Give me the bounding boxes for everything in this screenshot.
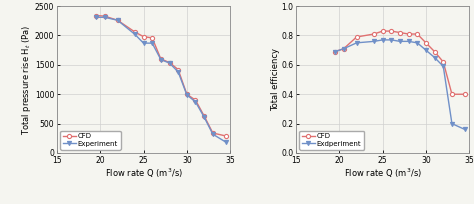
Experiment	[158, 58, 164, 61]
CFD	[414, 33, 420, 35]
Experiment	[192, 101, 198, 103]
Experiment	[102, 16, 108, 19]
Exdperiment	[423, 49, 429, 51]
CFD	[462, 93, 468, 95]
Experiment	[115, 19, 120, 21]
CFD	[201, 115, 207, 117]
Line: Exdperiment: Exdperiment	[333, 38, 467, 132]
CFD	[115, 19, 120, 21]
Experiment	[149, 42, 155, 44]
CFD	[371, 33, 377, 35]
CFD	[102, 15, 108, 17]
Exdperiment	[397, 40, 403, 43]
CFD	[432, 50, 438, 53]
CFD	[149, 37, 155, 39]
Line: CFD: CFD	[333, 29, 467, 96]
CFD	[380, 30, 385, 32]
Exdperiment	[354, 42, 359, 44]
Exdperiment	[440, 65, 446, 68]
CFD	[175, 68, 181, 71]
Exdperiment	[371, 40, 377, 43]
Exdperiment	[332, 50, 338, 53]
CFD	[440, 61, 446, 63]
Line: CFD: CFD	[94, 13, 228, 138]
CFD	[389, 30, 394, 32]
CFD	[141, 35, 146, 38]
Line: Experiment: Experiment	[94, 15, 228, 144]
Experiment	[184, 94, 190, 96]
CFD	[210, 132, 216, 134]
X-axis label: Flow rate Q (m$^3$/s): Flow rate Q (m$^3$/s)	[344, 166, 421, 180]
CFD	[223, 135, 228, 137]
X-axis label: Flow rate Q (m$^3$/s): Flow rate Q (m$^3$/s)	[105, 166, 182, 180]
CFD	[93, 14, 99, 17]
CFD	[192, 99, 198, 101]
Exdperiment	[432, 56, 438, 59]
Y-axis label: Total efficiency: Total efficiency	[271, 48, 280, 111]
Exdperiment	[341, 48, 346, 50]
CFD	[132, 31, 137, 33]
CFD	[406, 33, 411, 35]
Legend: CFD, Exdperiment: CFD, Exdperiment	[300, 131, 364, 150]
Experiment	[132, 33, 137, 35]
Experiment	[141, 42, 146, 44]
CFD	[167, 61, 173, 64]
Exdperiment	[389, 39, 394, 41]
Experiment	[223, 141, 228, 143]
Experiment	[167, 62, 173, 64]
Legend: CFD, Experiment: CFD, Experiment	[60, 131, 121, 150]
Experiment	[201, 116, 207, 118]
Exdperiment	[449, 122, 455, 125]
Experiment	[210, 133, 216, 135]
CFD	[158, 58, 164, 60]
CFD	[397, 31, 403, 34]
CFD	[423, 42, 429, 44]
Exdperiment	[406, 40, 411, 43]
CFD	[341, 48, 346, 50]
CFD	[332, 50, 338, 53]
Experiment	[175, 71, 181, 73]
Experiment	[93, 16, 99, 19]
Y-axis label: Total pressure rise H$_t$ (Pa): Total pressure rise H$_t$ (Pa)	[20, 24, 33, 135]
Exdperiment	[380, 39, 385, 41]
Exdperiment	[414, 42, 420, 44]
CFD	[184, 93, 190, 95]
CFD	[449, 93, 455, 95]
Exdperiment	[462, 128, 468, 131]
CFD	[354, 36, 359, 38]
